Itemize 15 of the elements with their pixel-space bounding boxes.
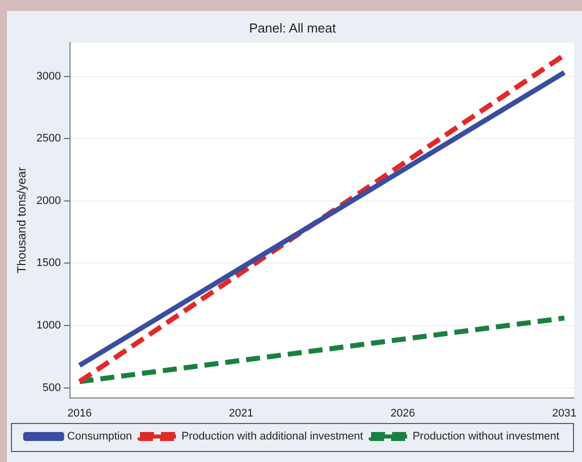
y-tick-label: 2000 — [36, 194, 61, 207]
y-tick-label: 3000 — [36, 70, 61, 82]
legend-label: Production without investment — [412, 430, 560, 443]
y-tick-label: 1500 — [36, 257, 61, 270]
legend-label: Consumption — [67, 430, 132, 443]
x-tick-label: 2031 — [552, 407, 577, 420]
y-axis-title: Thousand tons/year — [14, 167, 29, 274]
x-tick-label: 2021 — [228, 407, 254, 420]
y-tick-label: 1000 — [36, 320, 61, 332]
legend-label: Production with additional investment — [181, 430, 364, 443]
chart-title: Panel: All meat — [249, 20, 336, 36]
x-tick-label: 2016 — [67, 407, 92, 420]
y-tick-label: 2500 — [36, 132, 61, 145]
y-tick-label: 500 — [42, 382, 61, 394]
x-tick-label: 2026 — [390, 407, 415, 420]
